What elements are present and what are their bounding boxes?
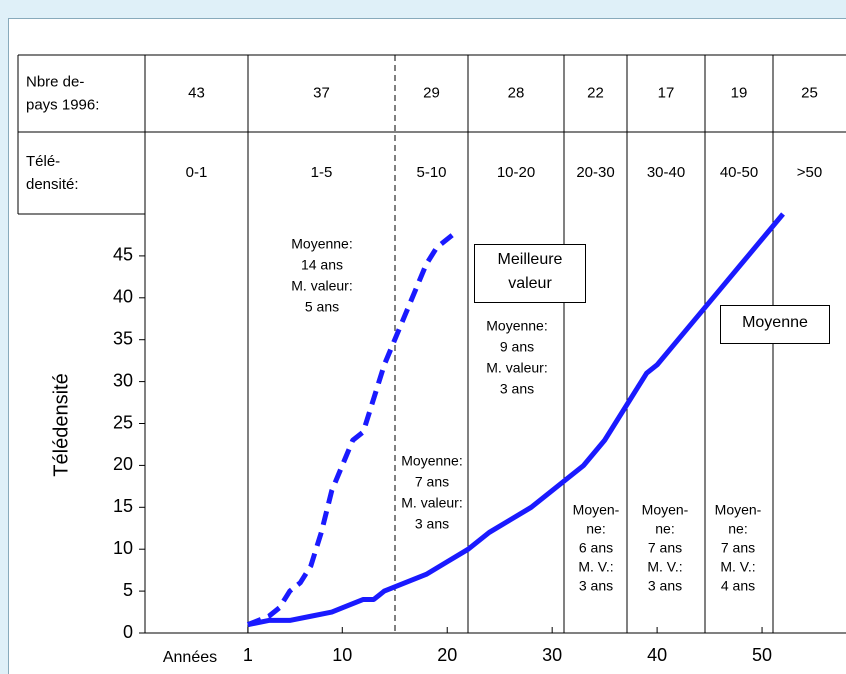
table-cell: 43 <box>188 84 205 101</box>
y-tick-label: 45 <box>113 245 133 265</box>
y-axis-label: Télédensité <box>50 373 72 476</box>
annotation: 3 ans <box>415 516 449 532</box>
table-cell: 40-50 <box>720 164 758 181</box>
x-tick-label: 20 <box>437 645 457 665</box>
y-tick-label: 40 <box>113 287 133 307</box>
table-cell: 22 <box>587 84 604 101</box>
annotation: 14 ans <box>301 257 343 273</box>
y-tick-label: 20 <box>113 454 133 474</box>
annotation: M. V.: <box>720 559 755 575</box>
panel <box>8 18 846 674</box>
annotation: 4 ans <box>721 578 755 594</box>
legend-box: Meilleure valeur <box>474 244 586 303</box>
table-cell: 25 <box>801 84 818 101</box>
annotation: 7 ans <box>415 474 449 490</box>
annotation: 7 ans <box>648 540 682 556</box>
row-header: Télé- <box>26 153 60 170</box>
legend-label: Moyenne <box>742 314 808 331</box>
annotation: M. V.: <box>578 559 613 575</box>
annotation: M. V.: <box>647 559 682 575</box>
y-tick-label: 35 <box>113 328 133 348</box>
table-cell: 29 <box>423 84 440 101</box>
annotation: Moyenne: <box>486 318 547 334</box>
y-tick-label: 0 <box>123 622 133 642</box>
legend-label: Meilleure valeur <box>497 251 563 292</box>
annotation: M. valeur: <box>401 495 462 511</box>
x-axis-label: Années <box>163 649 217 666</box>
series-line <box>246 228 460 627</box>
row-header: pays 1996: <box>26 96 99 113</box>
x-tick-label: 50 <box>752 645 772 665</box>
annotation: Moyen- <box>573 502 620 518</box>
annotation: 6 ans <box>579 540 613 556</box>
table-cell: 37 <box>313 84 330 101</box>
table-cell: 10-20 <box>497 164 535 181</box>
legend-box: Moyenne <box>720 305 830 344</box>
annotation: 3 ans <box>500 381 534 397</box>
x-tick-label: 40 <box>647 645 667 665</box>
table-cell: 19 <box>731 84 748 101</box>
annotation: Moyen- <box>642 502 689 518</box>
annotation: 5 ans <box>305 299 339 315</box>
annotation: Moyen- <box>715 502 762 518</box>
table-cell: 20-30 <box>576 164 614 181</box>
y-tick-label: 5 <box>123 580 133 600</box>
table-cell: >50 <box>797 164 822 181</box>
annotation: ne: <box>586 521 605 537</box>
y-tick-label: 15 <box>113 496 133 516</box>
series-line <box>247 212 785 628</box>
x-tick-label: 30 <box>542 645 562 665</box>
y-tick-label: 10 <box>113 538 133 558</box>
annotation: 3 ans <box>648 578 682 594</box>
annotation: 9 ans <box>500 339 534 355</box>
table-cell: 30-40 <box>647 164 685 181</box>
table-cell: 17 <box>658 84 675 101</box>
table-cell: 0-1 <box>186 164 208 181</box>
x-tick-label: 1 <box>243 645 253 665</box>
table-cell: 1-5 <box>311 164 333 181</box>
annotation: M. valeur: <box>291 278 352 294</box>
table-cell: 28 <box>508 84 525 101</box>
annotation: ne: <box>728 521 747 537</box>
x-tick-label: 10 <box>332 645 352 665</box>
annotation: 7 ans <box>721 540 755 556</box>
annotation: M. valeur: <box>486 360 547 376</box>
row-header: Nbre de- <box>26 73 84 90</box>
annotation: ne: <box>655 521 674 537</box>
annotation: 3 ans <box>579 578 613 594</box>
table-cell: 5-10 <box>416 164 446 181</box>
y-tick-label: 25 <box>113 412 133 432</box>
annotation: Moyenne: <box>291 236 352 252</box>
row-header: densité: <box>26 176 79 193</box>
y-tick-label: 30 <box>113 370 133 390</box>
annotation: Moyenne: <box>401 453 462 469</box>
